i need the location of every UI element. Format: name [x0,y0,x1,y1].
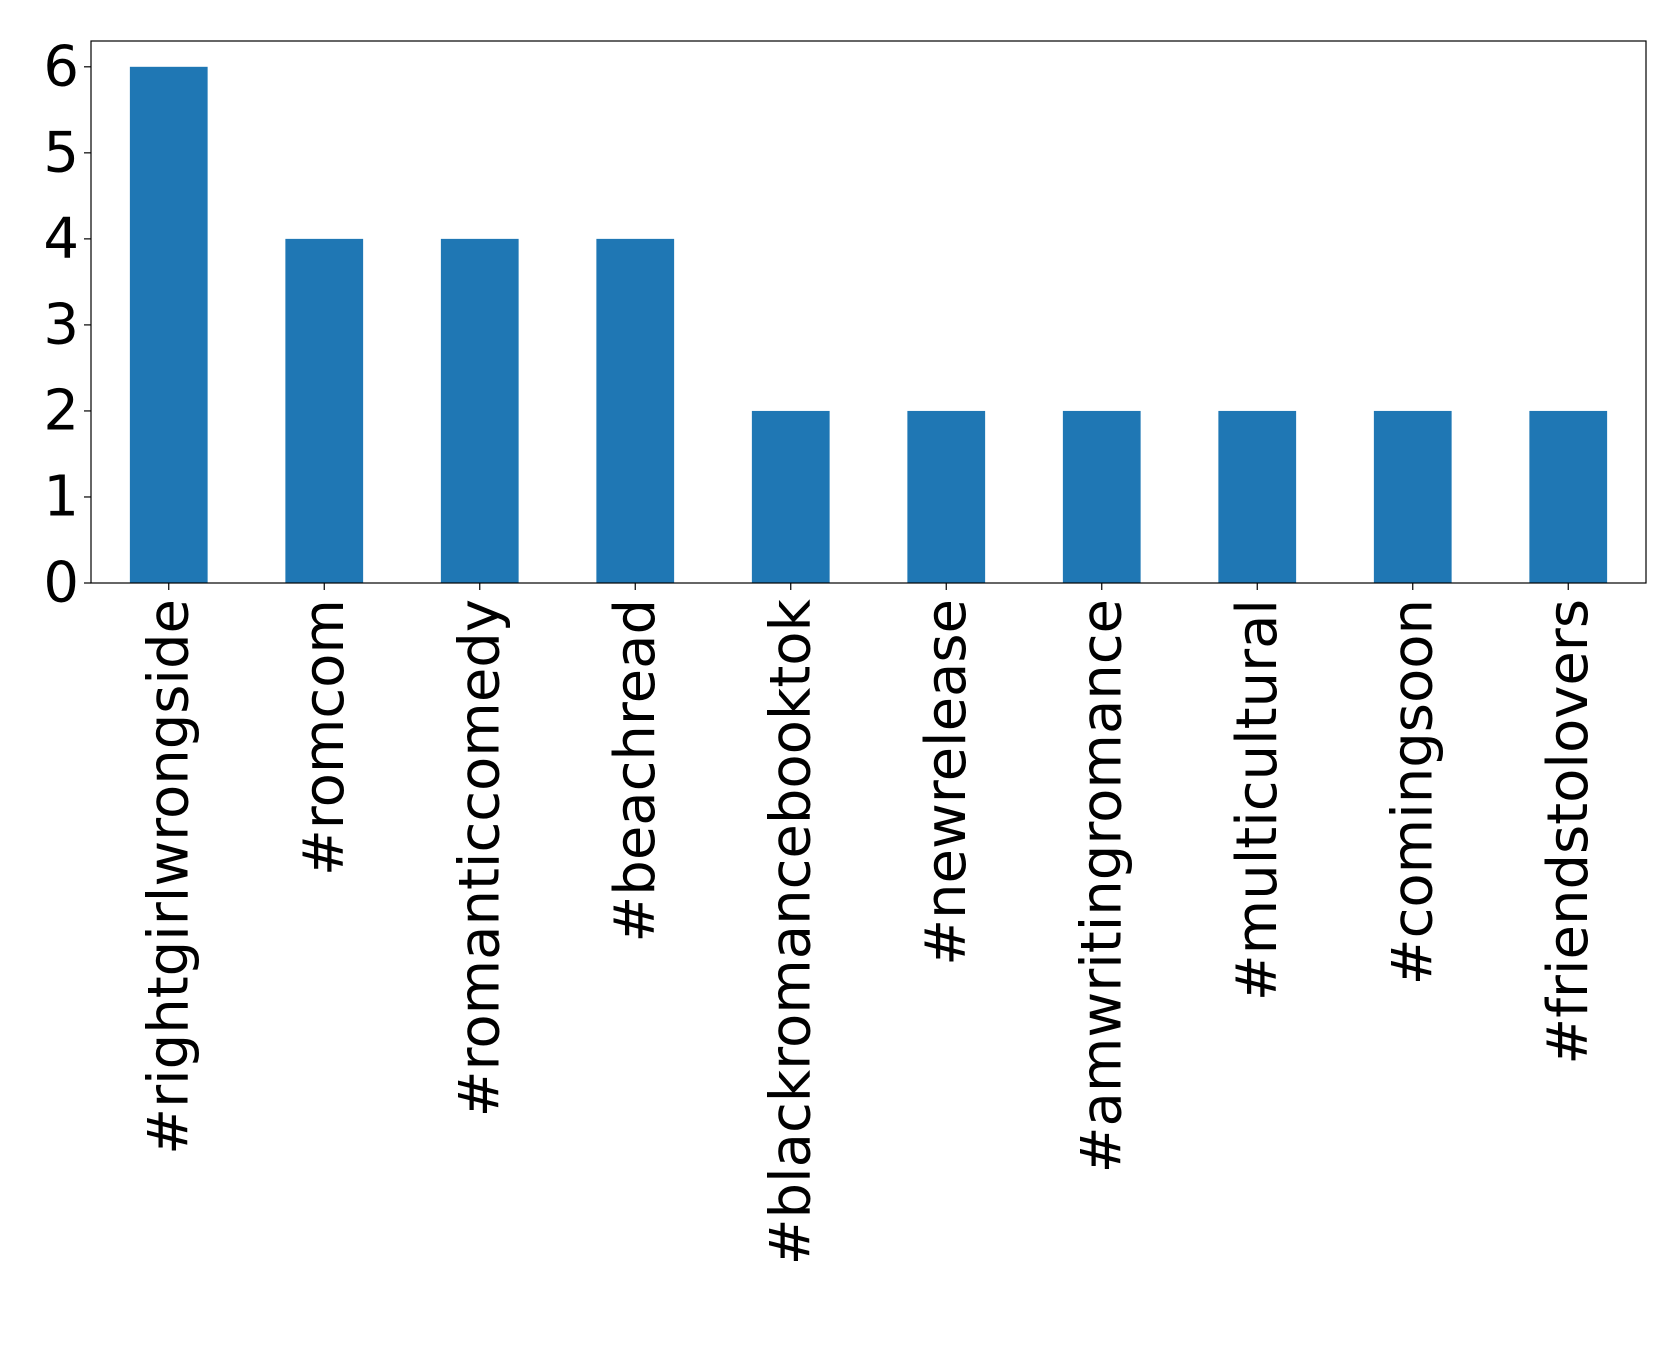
x-tick-label: #blackromancebooktok [758,598,823,1265]
x-tick-label: #friendstolovers [1536,599,1601,1065]
x-tick-label: #rightgirlwrongside [136,599,201,1155]
plot-frame [90,40,1647,584]
bar-newrelease [907,410,986,583]
y-tick-label: 2 [43,378,79,443]
bar-rightgirlwrongside [129,66,208,584]
bar-multicultural [1218,410,1297,583]
y-tick-label: 0 [43,551,79,616]
y-tick-label: 3 [43,292,79,357]
x-tick-label: #amwritingromance [1069,599,1134,1173]
x-tick-label: #romanticcomedy [447,599,512,1117]
y-tick-label: 6 [43,34,79,99]
bar-amwritingromance [1062,410,1141,583]
bar-romcom [285,238,364,583]
bar-beachread [596,238,675,583]
bar-romanticcomedy [440,238,519,583]
x-axis: #rightgirlwrongside #romcom #romanticcomed… [136,583,1601,1265]
y-tick-label: 1 [43,464,79,529]
x-tick-label: #romcom [292,599,357,876]
bar-comingsoon [1373,410,1452,583]
bar-friendstolovers [1529,410,1608,583]
bar-blackromancebooktok [751,410,830,583]
x-tick-label: #comingsoon [1380,599,1445,985]
x-tick-label: #newrelease [914,599,979,966]
y-tick-label: 5 [43,120,79,185]
bars-group [129,66,1608,584]
y-axis: 0 1 2 3 4 5 6 [43,34,91,616]
x-tick-label: #beachread [603,599,668,943]
x-tick-label: #multicultural [1225,599,1290,1001]
y-tick-label: 4 [43,206,79,271]
